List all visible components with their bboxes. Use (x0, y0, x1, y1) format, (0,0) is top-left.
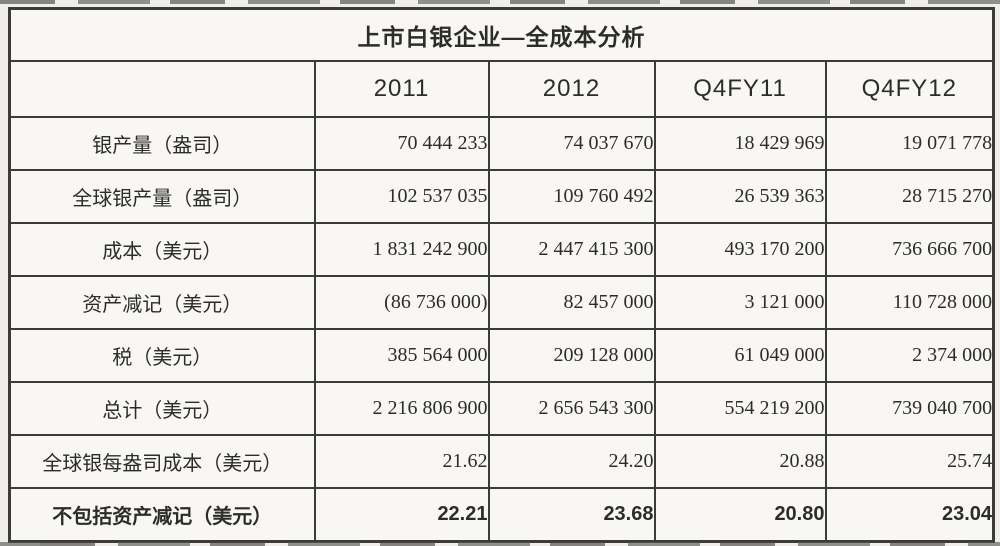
value-cell: 23.04 (824, 487, 995, 542)
value-cell: 1 831 242 900 (313, 222, 490, 277)
table-row: 不包括资产减记（美元） 22.21 23.68 20.80 23.04 (8, 487, 995, 542)
row-label-cell: 成本（美元） (8, 222, 316, 277)
value-cell: 74 037 670 (487, 116, 656, 171)
table-title-row: 上市白银企业—全成本分析 (8, 7, 995, 62)
table-row: 资产减记（美元） (86 736 000) 82 457 000 3 121 000 1… (8, 275, 995, 330)
row-label-cell: 银产量（盎司） (8, 116, 316, 171)
value-cell: 2 216 806 900 (313, 381, 490, 436)
value-cell: 28 715 270 (824, 169, 995, 224)
value-cell: 3 121 000 (653, 275, 827, 330)
row-label-cell: 全球银产量（盎司） (8, 169, 316, 224)
column-header-row: 2011 2012 Q4FY11 Q4FY12 (8, 60, 995, 118)
table-title: 上市白银企业—全成本分析 (8, 7, 995, 62)
value-cell: 736 666 700 (824, 222, 995, 277)
value-cell: (86 736 000) (313, 275, 490, 330)
value-cell: 2 374 000 (824, 328, 995, 383)
value-cell: 102 537 035 (313, 169, 490, 224)
value-cell: 22.21 (313, 487, 490, 542)
value-cell: 110 728 000 (824, 275, 995, 330)
value-cell: 24.20 (487, 434, 656, 489)
value-cell: 209 128 000 (487, 328, 656, 383)
column-header-q4fy12: Q4FY12 (824, 60, 995, 118)
table-row: 成本（美元） 1 831 242 900 2 447 415 300 493 170 … (8, 222, 995, 277)
value-cell: 23.68 (487, 487, 656, 542)
value-cell: 20.88 (653, 434, 827, 489)
row-label-cell: 总计（美元） (8, 381, 316, 436)
column-header-2012: 2012 (487, 60, 656, 118)
table-row: 税（美元） 385 564 000 209 128 000 61 049 000 2 3… (8, 328, 995, 383)
value-cell: 25.74 (824, 434, 995, 489)
value-cell: 2 447 415 300 (487, 222, 656, 277)
value-cell: 493 170 200 (653, 222, 827, 277)
value-cell: 18 429 969 (653, 116, 827, 171)
scan-artifact-bottom (0, 542, 1000, 546)
value-cell: 554 219 200 (653, 381, 827, 436)
table-row: 总计（美元） 2 216 806 900 2 656 543 300 554 219 … (8, 381, 995, 436)
full-cost-analysis-table: 上市白银企业—全成本分析 2011 2012 Q4FY11 Q4FY12 银产量（盎司… (8, 7, 996, 543)
column-header-2011: 2011 (313, 60, 490, 118)
row-label-cell: 不包括资产减记（美元） (8, 487, 316, 542)
row-label-cell: 税（美元） (8, 328, 316, 383)
value-cell: 20.80 (653, 487, 827, 542)
value-cell: 21.62 (313, 434, 490, 489)
column-header-q4fy11: Q4FY11 (653, 60, 827, 118)
value-cell: 2 656 543 300 (487, 381, 656, 436)
row-label-cell: 全球银每盎司成本（美元） (8, 434, 316, 489)
value-cell: 26 539 363 (653, 169, 827, 224)
table-row: 银产量（盎司） 70 444 233 74 037 670 18 429 969 19 … (8, 116, 995, 171)
value-cell: 70 444 233 (313, 116, 490, 171)
value-cell: 739 040 700 (824, 381, 995, 436)
value-cell: 19 071 778 (824, 116, 995, 171)
table-row: 全球银每盎司成本（美元） 21.62 24.20 20.88 25.74 (8, 434, 995, 489)
value-cell: 61 049 000 (653, 328, 827, 383)
corner-cell (8, 60, 316, 118)
scan-artifact-top (0, 0, 1000, 4)
value-cell: 82 457 000 (487, 275, 656, 330)
table-row: 全球银产量（盎司） 102 537 035 109 760 492 26 539 36… (8, 169, 995, 224)
row-label-cell: 资产减记（美元） (8, 275, 316, 330)
value-cell: 385 564 000 (313, 328, 490, 383)
value-cell: 109 760 492 (487, 169, 656, 224)
